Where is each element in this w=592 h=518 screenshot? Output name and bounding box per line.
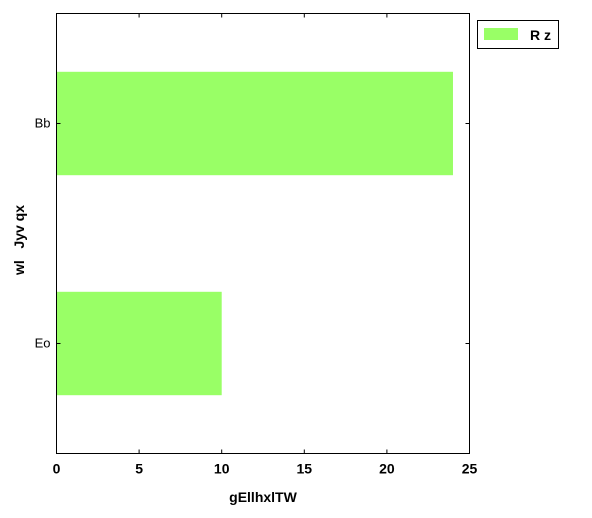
legend: R z <box>477 20 559 49</box>
bars-group <box>56 71 453 396</box>
y-axis-ticks: Eo Bb <box>35 116 470 351</box>
x-tick-label: 25 <box>462 461 478 477</box>
x-tick-label: 10 <box>214 461 230 477</box>
x-tick-label: 20 <box>379 461 395 477</box>
x-axis-ticks: 0 5 10 15 20 25 <box>53 13 478 477</box>
x-axis-label: gEllhxlTW <box>229 489 297 505</box>
x-tick-label: 5 <box>135 461 143 477</box>
y-tick-label: Eo <box>35 336 51 351</box>
legend-label: R z <box>530 27 551 43</box>
y-tick-label: Bb <box>35 116 51 131</box>
x-tick-label: 0 <box>53 461 61 477</box>
x-tick-label: 15 <box>297 461 313 477</box>
plot-frame <box>56 13 470 454</box>
bar-bb <box>56 71 453 176</box>
legend-swatch <box>484 28 518 40</box>
y-axis-label: wl Jyv qx <box>11 205 27 276</box>
bar-eo <box>56 291 222 396</box>
